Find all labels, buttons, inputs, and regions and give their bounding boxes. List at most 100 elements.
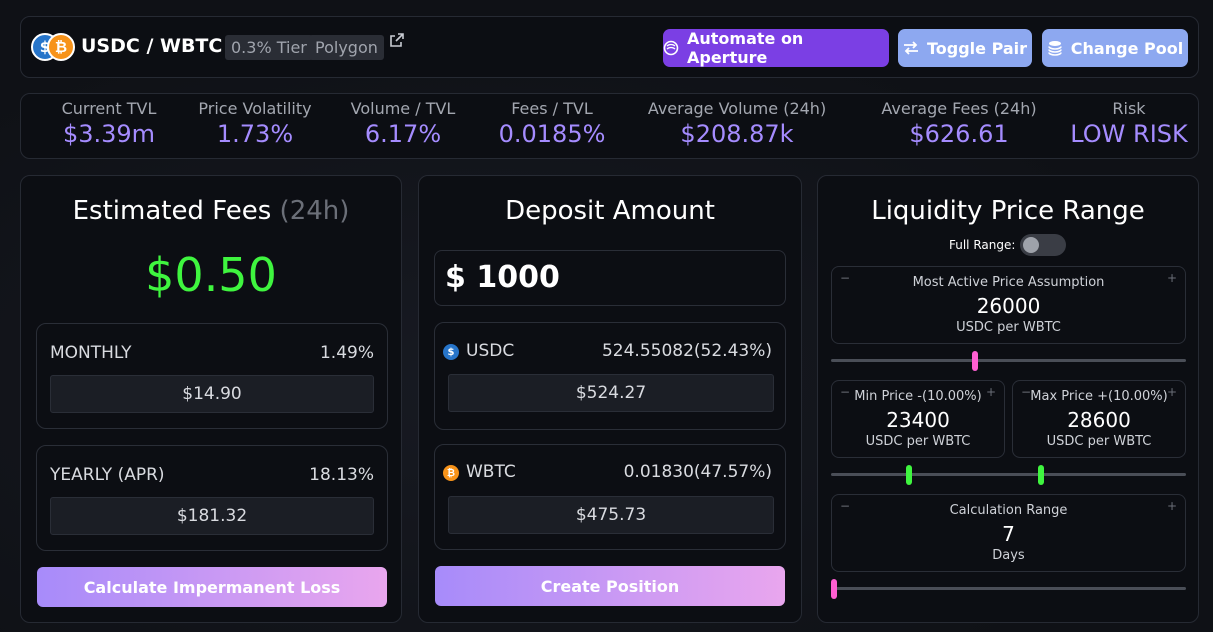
- min-price-decrement-button[interactable]: −: [840, 385, 851, 399]
- active-price-box: − + Most Active Price Assumption 26000 U…: [831, 266, 1186, 344]
- min-price-value[interactable]: 23400: [886, 408, 950, 432]
- active-price-increment-button[interactable]: +: [1166, 271, 1177, 285]
- monthly-percent: 1.49%: [319, 343, 374, 363]
- max-price-increment-button[interactable]: +: [1166, 385, 1177, 399]
- deposit-amount-card: Deposit Amount $ 1000 $ USDC 524.55082(5…: [418, 175, 802, 623]
- toggle-pair-label: Toggle Pair: [926, 38, 1028, 58]
- aperture-icon: [663, 40, 679, 56]
- calc-range-slider-thumb[interactable]: [831, 579, 837, 599]
- usdc-token-amount: 524.55082(52.43%): [601, 341, 772, 361]
- min-price-increment-button[interactable]: +: [985, 385, 996, 399]
- active-price-value[interactable]: 26000: [976, 294, 1041, 318]
- stat-value: $626.61: [909, 120, 1009, 148]
- deposit-amount-value: 1000: [476, 260, 560, 295]
- stat-value: 6.17%: [364, 120, 442, 148]
- wbtc-token-icon: ₿: [443, 465, 459, 481]
- pair-icons: $ ₿: [31, 31, 79, 63]
- min-price-label: Min Price -(10.00%): [854, 389, 982, 404]
- yearly-percent: 18.13%: [309, 465, 374, 485]
- estimated-fees-card: Estimated Fees (24h) $0.50 MONTHLY 1.49%…: [20, 175, 402, 623]
- liquidity-price-range-card: Liquidity Price Range Full Range: − + Mo…: [817, 175, 1199, 623]
- liquidity-price-range-title: Liquidity Price Range: [871, 196, 1145, 226]
- stat-fees-tvl: Fees / TVL 0.0185%: [492, 99, 612, 148]
- toggle-pair-button[interactable]: Toggle Pair: [898, 29, 1032, 67]
- yearly-fees-box: YEARLY (APR) 18.13% $181.32: [36, 445, 388, 551]
- usdc-value: $524.27: [448, 374, 774, 412]
- min-price-slider-thumb[interactable]: [906, 465, 912, 485]
- stat-current-tvl: Current TVL $3.39m: [59, 99, 159, 148]
- estimated-fee-amount: $0.50: [21, 248, 401, 302]
- stat-value: 0.0185%: [498, 120, 606, 148]
- calc-range-unit: Days: [992, 548, 1025, 563]
- wbtc-icon: ₿: [47, 33, 75, 61]
- min-price-unit: USDC per WBTC: [865, 434, 971, 449]
- automate-label: Automate on Aperture: [686, 29, 804, 67]
- monthly-value: $14.90: [50, 375, 374, 413]
- usdc-token-name: USDC: [466, 341, 515, 361]
- swap-arrows-icon: [903, 41, 918, 55]
- stat-label: Average Volume (24h): [647, 99, 827, 118]
- wbtc-value: $475.73: [448, 496, 774, 534]
- tier-badge: 0.3% Tier: [225, 35, 313, 60]
- max-price-label: Max Price +(10.00%): [1030, 389, 1168, 404]
- min-price-box: − + Min Price -(10.00%) 23400 USDC per W…: [831, 380, 1005, 458]
- calculation-range-box: − + Calculation Range 7 Days: [831, 494, 1186, 572]
- card-title: Estimated Fees (24h): [21, 196, 401, 226]
- stat-label: Risk: [1112, 99, 1146, 118]
- stat-value: $208.87k: [680, 120, 794, 148]
- usdc-token-icon: $: [443, 344, 459, 360]
- calc-range-value[interactable]: 7: [1002, 522, 1015, 546]
- monthly-fees-box: MONTHLY 1.49% $14.90: [36, 323, 388, 429]
- max-price-slider-thumb[interactable]: [1038, 465, 1044, 485]
- deposit-amount-input[interactable]: $ 1000: [434, 250, 786, 306]
- active-price-slider[interactable]: [831, 351, 1186, 371]
- calculate-impermanent-loss-button[interactable]: Calculate Impermanent Loss: [37, 567, 387, 607]
- monthly-label: MONTHLY: [50, 343, 132, 363]
- price-range-slider[interactable]: [831, 465, 1186, 485]
- wbtc-allocation-box: ₿ WBTC 0.01830(47.57%) $475.73: [434, 444, 786, 550]
- stat-label: Price Volatility: [198, 99, 312, 118]
- toggle-knob: [1023, 237, 1039, 253]
- stat-average-volume: Average Volume (24h) $208.87k: [643, 99, 831, 148]
- stat-label: Average Fees (24h): [881, 99, 1037, 118]
- stat-value: $3.39m: [62, 120, 156, 148]
- active-price-decrement-button[interactable]: −: [840, 271, 851, 285]
- fee-value: 0.50: [174, 248, 277, 302]
- estimated-fees-title: Estimated Fees: [72, 196, 272, 226]
- change-pool-label: Change Pool: [1070, 38, 1184, 58]
- currency-symbol: $: [145, 248, 175, 302]
- max-price-unit: USDC per WBTC: [1046, 434, 1152, 449]
- stat-label: Current TVL: [61, 99, 157, 118]
- active-price-label: Most Active Price Assumption: [912, 275, 1105, 290]
- stat-risk: Risk LOW RISK: [1067, 99, 1191, 148]
- coins-stack-icon: [1047, 41, 1062, 56]
- full-range-label: Full Range:: [949, 238, 1016, 252]
- calculation-range-slider[interactable]: [831, 579, 1186, 599]
- pool-stats-bar: Current TVL $3.39m Price Volatility 1.73…: [20, 93, 1199, 159]
- deposit-amount-title: Deposit Amount: [505, 196, 715, 226]
- stat-label: Fees / TVL: [511, 99, 593, 118]
- calc-range-label: Calculation Range: [949, 503, 1068, 518]
- full-range-toggle[interactable]: [1020, 234, 1066, 256]
- external-link-icon[interactable]: [390, 33, 404, 47]
- create-position-button[interactable]: Create Position: [435, 566, 785, 606]
- stat-price-volatility: Price Volatility 1.73%: [195, 99, 315, 148]
- max-price-decrement-button[interactable]: −: [1021, 385, 1032, 399]
- estimated-fees-period: (24h): [279, 196, 350, 226]
- pair-title: USDC / WBTC: [81, 35, 223, 57]
- network-badge: Polygon: [309, 35, 384, 60]
- wbtc-token-name: WBTC: [466, 462, 516, 482]
- stat-volume-tvl: Volume / TVL 6.17%: [347, 99, 459, 148]
- change-pool-button[interactable]: Change Pool: [1042, 29, 1188, 67]
- calc-range-increment-button[interactable]: +: [1166, 499, 1177, 513]
- stat-average-fees: Average Fees (24h) $626.61: [877, 99, 1041, 148]
- stat-value: LOW RISK: [1070, 120, 1188, 148]
- calc-range-decrement-button[interactable]: −: [840, 499, 851, 513]
- max-price-value[interactable]: 28600: [1067, 408, 1131, 432]
- pool-header: $ ₿ USDC / WBTC 0.3% Tier Polygon Automa…: [20, 16, 1199, 78]
- active-price-slider-thumb[interactable]: [972, 351, 978, 371]
- deposit-currency-symbol: $: [445, 260, 466, 295]
- wbtc-token-amount: 0.01830(47.57%): [623, 462, 772, 482]
- automate-on-aperture-button[interactable]: Automate on Aperture: [663, 29, 889, 67]
- stat-label: Volume / TVL: [350, 99, 456, 118]
